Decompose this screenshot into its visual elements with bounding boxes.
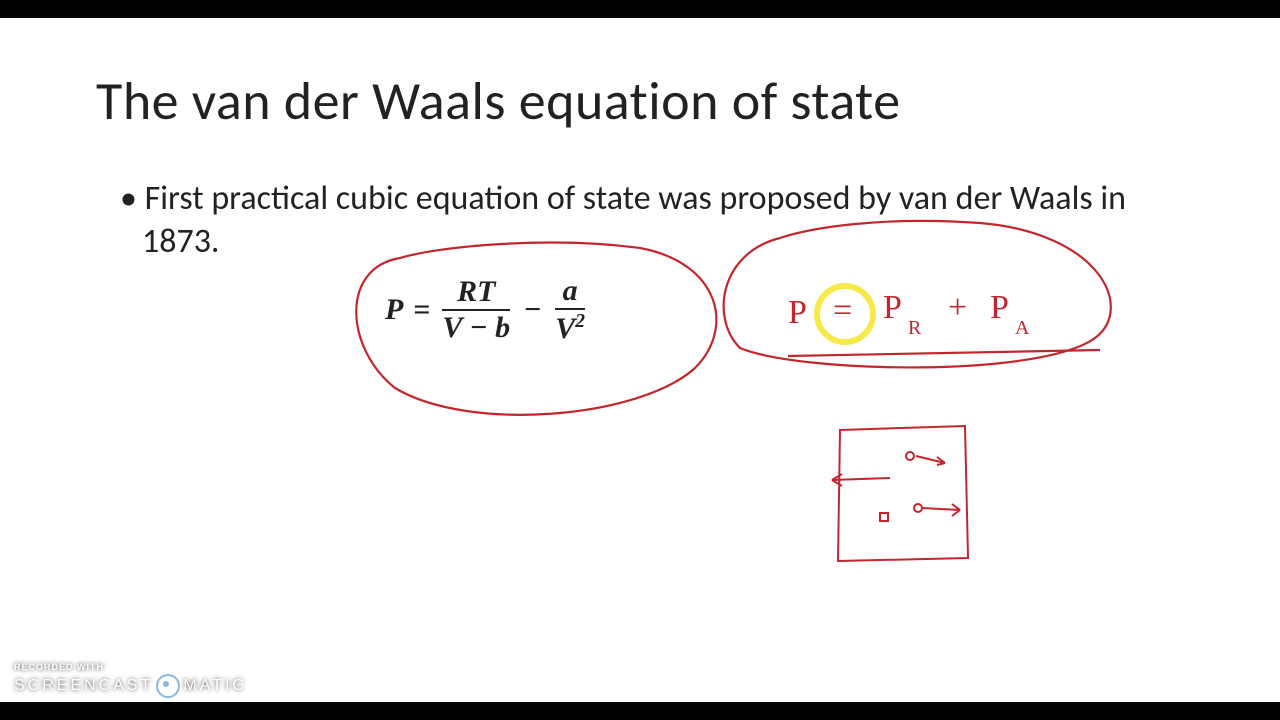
hw-PA: P	[990, 289, 1009, 326]
highlight-circle	[817, 286, 873, 342]
watermark-line2: SCREENCAST MATIC	[14, 674, 247, 698]
hw-P: P	[788, 294, 807, 331]
watermark-dot-icon	[156, 674, 180, 698]
eq-frac2-den: V2	[555, 310, 585, 344]
hw-underline	[788, 350, 1100, 356]
hw-PA-sub: A	[1015, 317, 1030, 339]
particle-box	[832, 426, 968, 561]
hw-eq: =	[833, 292, 852, 329]
eq-frac2-den-base: V	[555, 312, 575, 345]
letterbox-bottom	[0, 702, 1280, 720]
eq-frac2: a V2	[555, 276, 585, 344]
eq-frac2-num: a	[563, 276, 578, 308]
watermark-line1: RECORDED WITH	[14, 662, 247, 672]
vdw-equation: P = RT V − b − a V2	[385, 276, 585, 344]
slide-title: The van der Waals equation of state	[96, 68, 901, 134]
hw-plus: +	[948, 289, 967, 326]
eq-frac1-num: RT	[457, 277, 495, 309]
box-outline	[838, 426, 968, 561]
hw-PR: P	[883, 289, 902, 326]
hw-PR-sub: R	[908, 317, 922, 339]
eq-equals: =	[413, 293, 430, 327]
eq-frac2-den-exp: 2	[575, 311, 585, 332]
eq-minus: −	[524, 293, 541, 327]
eq-frac1-den: V − b	[442, 311, 510, 343]
bullet-text: First practical cubic equation of state …	[120, 178, 1202, 263]
eq-lhs: P	[385, 293, 403, 327]
watermark-text-a: SCREENCAST	[14, 677, 153, 695]
handwritten-eq: P = P R + P A	[788, 289, 1030, 339]
letterbox-top	[0, 0, 1280, 18]
screencast-watermark: RECORDED WITH SCREENCAST MATIC	[14, 662, 247, 698]
eq-frac1: RT V − b	[442, 277, 510, 343]
watermark-text-b: MATIC	[183, 677, 247, 695]
slide-content: The van der Waals equation of state Firs…	[0, 18, 1280, 702]
